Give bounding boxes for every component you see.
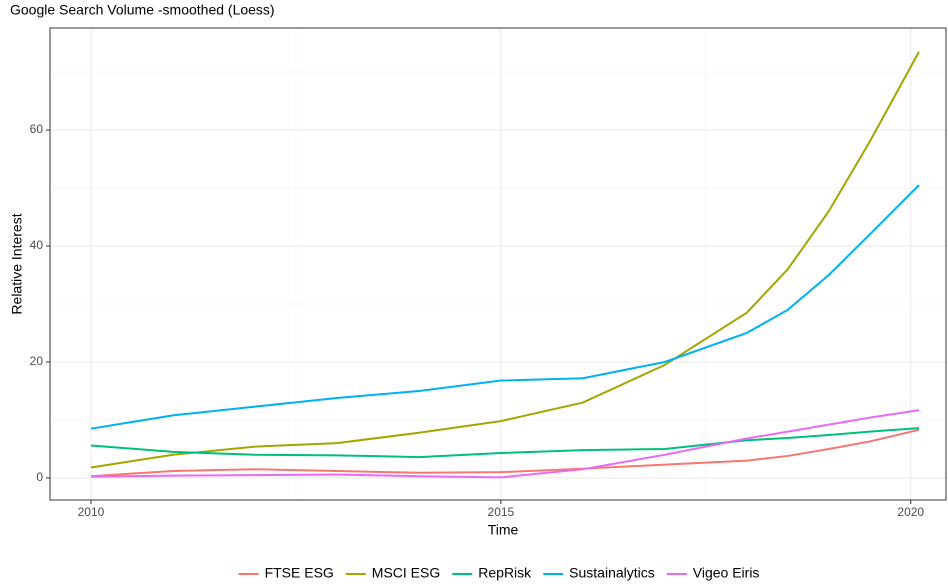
series-line [90,184,920,430]
legend-label: Vigeo Eiris [693,565,760,581]
x-axis-title: Time [488,522,519,538]
panel-border [49,27,947,501]
series-line [90,409,920,479]
series-line [90,51,920,469]
x-tick-label: 2015 [488,505,515,519]
y-tick-label: 20 [30,354,44,368]
series-line [90,427,920,459]
legend-label: FTSE ESG [265,565,334,581]
y-axis-title: Relative Interest [9,213,25,314]
legend-label: RepRisk [478,565,532,581]
legend-label: Sustainalytics [569,565,655,581]
x-tick-label: 2010 [78,505,105,519]
y-tick-label: 40 [30,238,44,252]
legend-label: MSCI ESG [372,565,440,581]
y-tick-label: 60 [30,122,44,136]
y-tick-label: 0 [36,470,43,484]
legend: FTSE ESG MSCI ESG RepRisk Sustainalytics Vig… [238,565,760,581]
chart-title: Google Search Volume -smoothed (Loess) [10,2,275,18]
x-tick-label: 2020 [897,505,924,519]
